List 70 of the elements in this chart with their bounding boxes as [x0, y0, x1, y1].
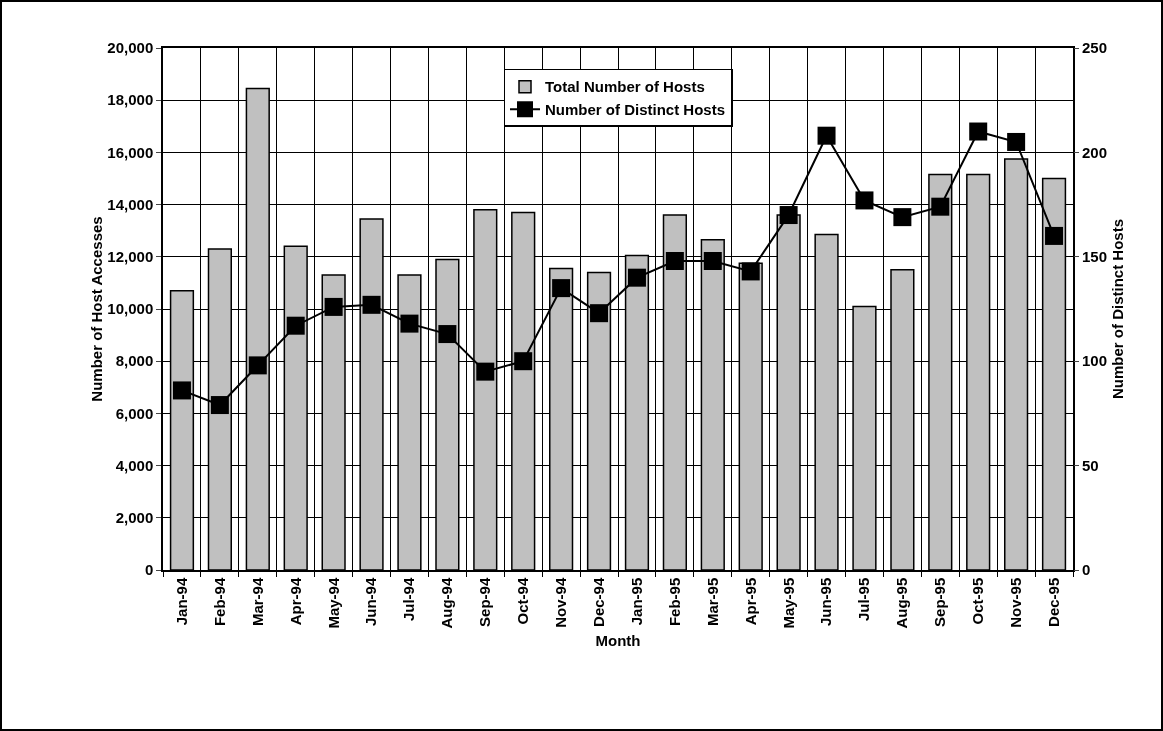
x-tick-label: Jan-95	[627, 577, 645, 626]
point	[627, 268, 646, 287]
x-tick-label: Dec-94	[589, 577, 607, 627]
x-tick-label: Jul-94	[400, 577, 418, 622]
point	[969, 122, 988, 141]
y-tick-label: 18,000	[107, 91, 154, 109]
point	[362, 295, 381, 314]
point	[817, 126, 836, 145]
x-tick-label: Sep-95	[931, 577, 949, 627]
x-tick-label: May-95	[779, 577, 797, 629]
point	[1045, 226, 1064, 245]
y2-axis-title: Number of Distinct Hosts	[1109, 218, 1127, 400]
point	[741, 262, 760, 281]
y-axis-title: Number of Host Accesses	[88, 216, 106, 402]
x-tick-label: Aug-94	[438, 577, 456, 629]
x-tick-label: Feb-95	[665, 577, 683, 627]
x-tick-label: Jun-94	[362, 577, 380, 627]
point	[438, 325, 457, 344]
x-tick-label: Feb-94	[210, 577, 228, 627]
y-tick-label: 6,000	[115, 404, 154, 422]
legend-label: Total Number of Hosts	[545, 78, 705, 96]
x-tick-label: Oct-95	[969, 577, 987, 625]
y-tick-label: 2,000	[115, 509, 154, 527]
y2-tick-label: 250	[1082, 39, 1108, 57]
point	[324, 297, 343, 316]
point	[514, 352, 533, 371]
x-tick-label: Jul-95	[855, 577, 873, 622]
point	[172, 381, 191, 400]
point	[779, 206, 798, 225]
point	[893, 208, 912, 227]
point	[703, 251, 722, 270]
y-tick-label: 16,000	[107, 143, 154, 161]
y2-tick-label: 200	[1082, 143, 1108, 161]
x-tick-label: Dec-95	[1044, 577, 1062, 627]
y-tick-label: 14,000	[107, 195, 154, 213]
x-tick-label: Mar-94	[248, 577, 266, 627]
point	[931, 197, 950, 216]
point	[855, 191, 874, 210]
x-tick-label: Nov-95	[1007, 577, 1025, 628]
point	[248, 356, 267, 375]
legend-label: Number of Distinct Hosts	[545, 100, 726, 118]
y-tick-label: 4,000	[115, 456, 154, 474]
x-axis-title: Month	[595, 632, 641, 650]
x-tick-label: Jun-95	[817, 577, 835, 627]
point	[590, 304, 609, 323]
point	[476, 362, 495, 381]
x-tick-label: Mar-95	[703, 577, 721, 627]
x-tick-label: May-94	[324, 577, 342, 629]
y-tick-label: 20,000	[107, 39, 154, 57]
x-tick-label: Apr-95	[741, 577, 759, 626]
point	[552, 279, 571, 298]
point	[400, 314, 419, 333]
y2-tick-label: 50	[1082, 456, 1099, 474]
point	[665, 251, 684, 270]
x-tick-label: Oct-94	[514, 577, 532, 625]
x-tick-label: Nov-94	[551, 577, 569, 628]
x-tick-label: Jan-94	[172, 577, 190, 626]
y2-tick-label: 100	[1082, 352, 1108, 370]
x-tick-label: Aug-95	[893, 577, 911, 629]
y2-tick-label: 150	[1082, 248, 1108, 266]
y-tick-label: 0	[144, 561, 154, 579]
point	[210, 396, 229, 415]
y-tick-label: 8,000	[115, 352, 154, 370]
point	[1007, 132, 1026, 151]
y2-tick-label: 0	[1082, 561, 1091, 579]
y-tick-label: 12,000	[107, 248, 154, 266]
x-tick-label: Sep-94	[476, 577, 494, 627]
y-tick-label: 10,000	[107, 300, 154, 318]
point	[286, 316, 305, 335]
x-tick-label: Apr-94	[286, 577, 304, 626]
